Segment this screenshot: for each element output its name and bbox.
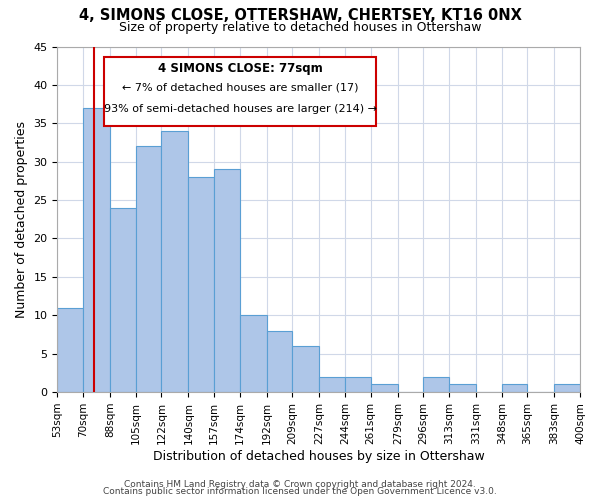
Bar — [83, 108, 110, 392]
Text: Contains public sector information licensed under the Open Government Licence v3: Contains public sector information licen… — [103, 488, 497, 496]
FancyBboxPatch shape — [104, 57, 376, 126]
Bar — [136, 146, 161, 392]
X-axis label: Distribution of detached houses by size in Ottershaw: Distribution of detached houses by size … — [153, 450, 485, 462]
Text: 93% of semi-detached houses are larger (214) →: 93% of semi-detached houses are larger (… — [104, 104, 377, 114]
Bar — [214, 170, 239, 392]
Text: Size of property relative to detached houses in Ottershaw: Size of property relative to detached ho… — [119, 21, 481, 34]
Text: Contains HM Land Registry data © Crown copyright and database right 2024.: Contains HM Land Registry data © Crown c… — [124, 480, 476, 489]
Bar — [58, 308, 83, 392]
Bar — [424, 376, 449, 392]
Bar — [267, 330, 292, 392]
Bar — [554, 384, 580, 392]
Bar — [292, 346, 319, 392]
Y-axis label: Number of detached properties: Number of detached properties — [15, 121, 28, 318]
Text: 4 SIMONS CLOSE: 77sqm: 4 SIMONS CLOSE: 77sqm — [158, 62, 323, 75]
Bar — [502, 384, 527, 392]
Text: 4, SIMONS CLOSE, OTTERSHAW, CHERTSEY, KT16 0NX: 4, SIMONS CLOSE, OTTERSHAW, CHERTSEY, KT… — [79, 8, 521, 22]
Bar — [371, 384, 398, 392]
Bar — [188, 177, 214, 392]
Bar — [161, 131, 188, 392]
Bar — [449, 384, 476, 392]
Bar — [319, 376, 345, 392]
Bar — [110, 208, 136, 392]
Bar — [239, 316, 267, 392]
Bar — [345, 376, 371, 392]
Text: ← 7% of detached houses are smaller (17): ← 7% of detached houses are smaller (17) — [122, 83, 359, 93]
